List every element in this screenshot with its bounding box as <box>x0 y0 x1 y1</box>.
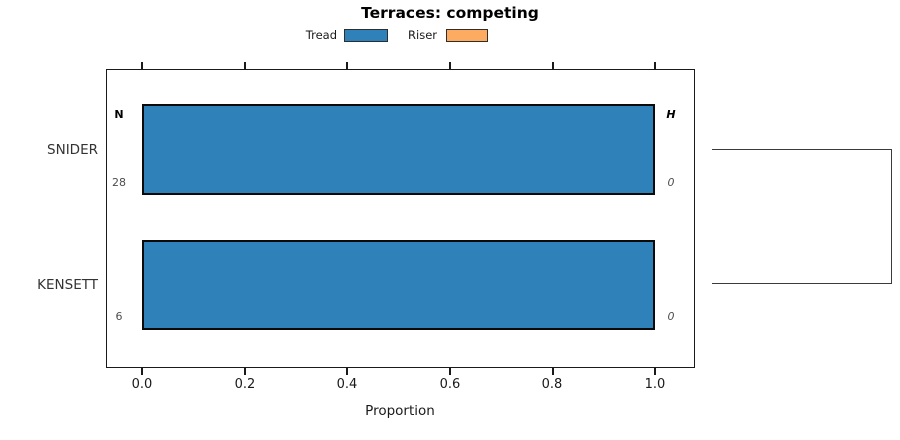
x-tick-label: 1.0 <box>644 377 666 392</box>
category-label-kensett: KENSETT <box>37 277 98 293</box>
bar-segment-kensett-tread <box>142 240 655 330</box>
bar-row-snider <box>142 104 655 195</box>
x-tick-mark-top <box>449 62 451 69</box>
x-tick-mark-top <box>346 62 348 69</box>
legend-label-riser: Riser <box>408 28 437 42</box>
x-tick-mark-bottom <box>346 368 348 375</box>
legend-label-tread: Tread <box>305 28 337 42</box>
x-tick-label: 0.0 <box>131 377 153 392</box>
annotation-n-header: N <box>114 108 124 121</box>
x-tick-mark-top <box>552 62 554 69</box>
x-tick-label: 0.8 <box>541 377 563 392</box>
annotation-h-snider: 0 <box>667 176 675 189</box>
x-tick-mark-top <box>244 62 246 69</box>
x-tick-mark-bottom <box>552 368 554 375</box>
annotation-n-kensett: 6 <box>115 310 123 323</box>
annotation-h-header: H <box>666 108 676 121</box>
category-label-snider: SNIDER <box>47 142 98 158</box>
x-tick-mark-top <box>654 62 656 69</box>
legend-swatch-tread <box>344 29 388 42</box>
annotation-h-kensett: 0 <box>667 310 675 323</box>
x-tick-mark-bottom <box>449 368 451 375</box>
x-axis-title: Proportion <box>365 403 435 419</box>
x-tick-label: 0.6 <box>439 377 461 392</box>
x-tick-mark-bottom <box>654 368 656 375</box>
annotation-n-snider: 28 <box>112 176 126 189</box>
x-tick-label: 0.2 <box>234 377 256 392</box>
x-tick-mark-bottom <box>141 368 143 375</box>
bar-row-kensett <box>142 240 655 330</box>
legend-swatch-riser <box>446 29 488 42</box>
bar-segment-snider-tread <box>142 104 655 195</box>
cluster-join-bracket <box>712 149 892 284</box>
x-tick-mark-top <box>141 62 143 69</box>
chart-title: Terraces: competing <box>361 4 539 22</box>
x-tick-label: 0.4 <box>336 377 358 392</box>
x-tick-mark-bottom <box>244 368 246 375</box>
